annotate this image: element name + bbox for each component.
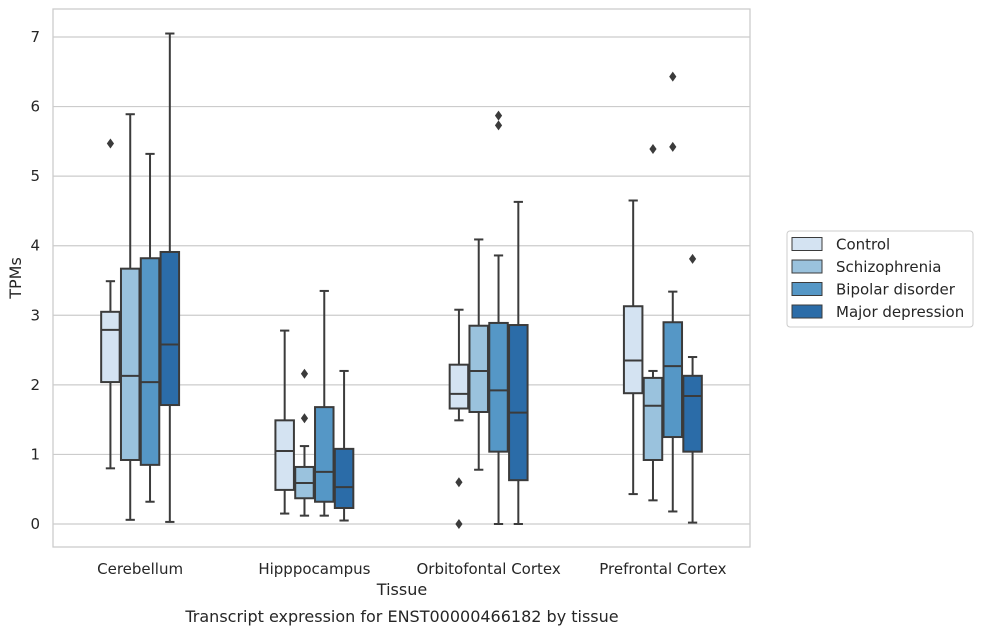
x-tick-label: Cerebellum xyxy=(97,560,183,578)
legend-swatch xyxy=(791,304,823,319)
legend-swatch xyxy=(791,237,823,251)
box xyxy=(682,253,703,524)
box xyxy=(139,152,161,503)
legend-label: Control xyxy=(836,236,890,254)
legend-label: Major depression xyxy=(836,303,964,321)
outlier-marker xyxy=(649,144,657,155)
box-body xyxy=(682,374,703,453)
box-body xyxy=(119,267,141,461)
box xyxy=(488,110,509,525)
x-tick-labels: Cerebellum Hipppocampus Orbitofontal Corte… xyxy=(97,560,726,578)
legend-frame xyxy=(786,230,974,328)
y-tick-label: 4 xyxy=(30,237,40,255)
legend-swatch xyxy=(791,282,823,296)
box xyxy=(100,138,121,470)
outlier-marker xyxy=(455,519,463,529)
box-body xyxy=(508,324,529,482)
x-tick-label: Prefrontal Cortex xyxy=(599,560,726,578)
legend: Control Schizophrenia Bipolar disorder Majo… xyxy=(786,230,974,328)
outlier-marker xyxy=(669,71,677,82)
box-body xyxy=(139,257,161,466)
box xyxy=(333,369,355,522)
box-body xyxy=(622,305,644,395)
box xyxy=(314,289,335,517)
legend-label: Bipolar disorder xyxy=(836,281,956,299)
box xyxy=(448,308,470,529)
box xyxy=(642,144,664,502)
box-body xyxy=(274,419,295,491)
box-body xyxy=(488,321,509,453)
outlier-marker xyxy=(106,138,115,149)
box xyxy=(274,329,295,515)
box xyxy=(468,238,489,471)
boxes xyxy=(100,32,703,529)
chart-caption: Transcript expression for ENST0000046618… xyxy=(184,607,618,626)
y-tick-label: 1 xyxy=(30,445,40,463)
y-tick-label: 6 xyxy=(30,98,40,116)
box-body xyxy=(448,363,470,410)
box xyxy=(508,200,529,525)
box xyxy=(294,368,315,517)
x-axis-label: Tissue xyxy=(376,580,427,599)
outlier-marker xyxy=(669,141,677,152)
outlier-marker xyxy=(688,253,697,264)
box-body xyxy=(642,376,664,461)
box-body xyxy=(333,447,355,509)
y-tick-label: 5 xyxy=(30,167,40,185)
outlier-marker xyxy=(494,120,503,131)
box xyxy=(159,32,181,523)
outlier-marker xyxy=(455,477,463,488)
y-tick-labels: 0 1 2 3 4 5 6 7 xyxy=(30,28,40,533)
x-tick-label: Orbitofontal Cortex xyxy=(417,560,561,578)
box-body xyxy=(100,310,121,384)
legend-swatch xyxy=(791,259,823,274)
outlier-marker xyxy=(300,413,309,424)
y-tick-label: 0 xyxy=(30,515,40,533)
box xyxy=(119,113,141,521)
box-body xyxy=(159,250,181,407)
outlier-marker xyxy=(494,110,503,121)
legend-label: Schizophrenia xyxy=(836,258,941,276)
y-tick-label: 2 xyxy=(30,376,40,394)
y-axis-label: TPMs xyxy=(6,257,25,300)
x-tick-label: Hipppocampus xyxy=(258,560,370,578)
y-tick-label: 7 xyxy=(30,28,40,46)
box xyxy=(662,71,684,513)
y-tick-label: 3 xyxy=(30,306,40,324)
box-body xyxy=(314,406,335,503)
box-body xyxy=(468,324,489,413)
box xyxy=(622,199,644,496)
outlier-marker xyxy=(300,368,309,379)
box-body xyxy=(662,321,684,439)
